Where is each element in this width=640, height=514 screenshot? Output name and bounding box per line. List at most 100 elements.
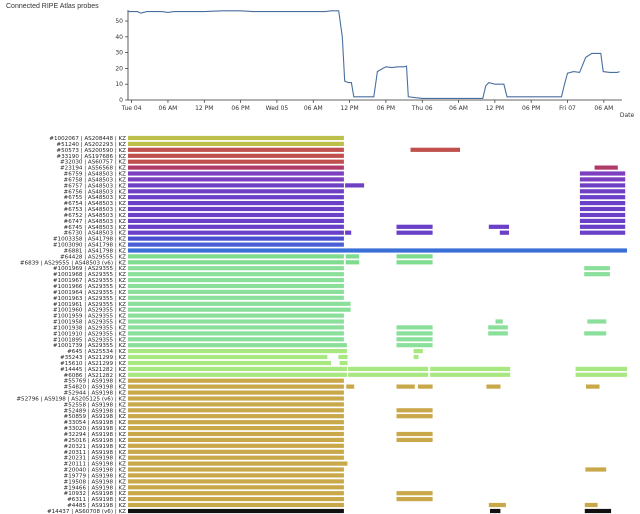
probe-bar-segment bbox=[128, 136, 344, 140]
probe-bar-segment bbox=[585, 503, 598, 507]
probe-bar-segment bbox=[397, 225, 433, 229]
probe-bar-segment bbox=[128, 462, 348, 466]
probe-bar-segment bbox=[418, 385, 433, 389]
probe-bar-segment bbox=[489, 503, 506, 507]
probe-bar-segment bbox=[397, 231, 433, 235]
probe-bar-segment bbox=[128, 166, 344, 170]
probe-bar-segment bbox=[128, 260, 344, 264]
probe-bar-segment bbox=[128, 278, 344, 282]
probe-bar-segment bbox=[128, 438, 344, 442]
probe-bar-segment bbox=[488, 331, 508, 335]
probe-bar-segment bbox=[128, 272, 344, 276]
probe-bar-segment bbox=[576, 367, 627, 371]
probe-bar-segment bbox=[128, 231, 344, 235]
probe-bar-segment bbox=[345, 231, 351, 235]
probe-bar-segment bbox=[496, 319, 503, 323]
probe-bar-segment bbox=[128, 420, 344, 424]
probe-bar-segment bbox=[595, 166, 618, 170]
probe-bar-segment bbox=[490, 509, 500, 513]
probe-bar-segment bbox=[128, 248, 627, 252]
probe-bar-segment bbox=[128, 290, 344, 294]
probe-bar-segment bbox=[397, 325, 433, 329]
probe-bar-segment bbox=[128, 308, 351, 312]
probe-bar-segment bbox=[128, 349, 347, 353]
probe-bar-segment bbox=[397, 343, 433, 347]
probe-bar-segment bbox=[128, 171, 344, 175]
probe-bar-segment bbox=[128, 225, 344, 229]
probe-bar-segment bbox=[340, 361, 348, 365]
probe-bar-segment bbox=[397, 385, 415, 389]
probe-bar-segment bbox=[128, 142, 344, 146]
probe-bar-segment bbox=[128, 391, 344, 395]
probe-bar-segment bbox=[128, 337, 344, 341]
probe-bar-segment bbox=[128, 325, 344, 329]
probe-bar-segment bbox=[128, 314, 344, 318]
probe-bar-segment bbox=[128, 473, 344, 477]
probe-bar-segment bbox=[338, 355, 347, 359]
probe-bar-segment bbox=[430, 367, 510, 371]
probe-bar-segment bbox=[580, 195, 625, 199]
probe-bar-segment bbox=[580, 177, 625, 181]
probe-bar-segment bbox=[128, 237, 344, 241]
probe-bar-segment bbox=[584, 266, 610, 270]
probe-bar-segment bbox=[128, 450, 344, 454]
probe-bar-segment bbox=[585, 509, 611, 513]
probe-bar-segment bbox=[128, 160, 344, 164]
probe-bar-segment bbox=[580, 207, 625, 211]
probe-bar-segment bbox=[397, 491, 433, 495]
probe-bar-segment bbox=[128, 491, 344, 495]
probe-bar-segment bbox=[128, 319, 344, 323]
probe-bar-segment bbox=[128, 154, 344, 158]
probe-bar-segment bbox=[128, 331, 344, 335]
probe-bar-segment bbox=[397, 414, 433, 418]
probe-bar-segment bbox=[580, 213, 625, 217]
probe-bar-segment bbox=[128, 219, 344, 223]
probe-bar-segment bbox=[128, 243, 344, 247]
probe-bar-segment bbox=[586, 385, 600, 389]
probe-bar-segment bbox=[128, 189, 344, 193]
probe-bar-segment bbox=[576, 373, 627, 377]
probe-bar-segment bbox=[397, 337, 433, 341]
probe-bar-segment bbox=[128, 148, 344, 152]
probe-bar-segment bbox=[345, 183, 364, 187]
probe-bar-segment bbox=[128, 402, 344, 406]
probe-bar-segment bbox=[128, 497, 344, 501]
probe-bar-segment bbox=[500, 231, 509, 235]
probe-bar-segment bbox=[128, 302, 351, 306]
probe-bar-segment bbox=[128, 408, 344, 412]
probe-bar-segment bbox=[128, 503, 344, 507]
probe-bar-segment bbox=[128, 444, 344, 448]
probe-bar-segment bbox=[584, 331, 606, 335]
probe-bar-segment bbox=[128, 479, 344, 483]
probe-bar-segment bbox=[128, 509, 344, 513]
probe-bar-segment bbox=[488, 325, 508, 329]
probe-bar-segment bbox=[587, 319, 606, 323]
probe-bar-segment bbox=[411, 148, 461, 152]
probe-bar-segment bbox=[128, 195, 344, 199]
probe-bar-segment bbox=[128, 201, 344, 205]
probe-bar-segment bbox=[128, 373, 347, 377]
probe-bar-segment bbox=[128, 254, 344, 258]
probe-bar-segment bbox=[346, 260, 360, 264]
probe-bar-segment bbox=[128, 183, 344, 187]
probe-bar-segment bbox=[397, 432, 433, 436]
probe-bar-segment bbox=[346, 254, 360, 258]
probe-bar-segment bbox=[128, 296, 344, 300]
probe-bar-segment bbox=[580, 189, 625, 193]
probe-bar-segment bbox=[397, 497, 433, 501]
probe-bar-segment bbox=[580, 219, 625, 223]
probe-bar-segment bbox=[580, 171, 625, 175]
probe-bar-segment bbox=[128, 485, 344, 489]
probe-bar-segment bbox=[348, 367, 428, 371]
probe-bar-segment bbox=[128, 213, 344, 217]
probe-bar-segment bbox=[584, 272, 610, 276]
probe-bar-segment bbox=[580, 201, 625, 205]
probe-bar-segment bbox=[397, 331, 433, 335]
probe-bar-segment bbox=[128, 266, 344, 270]
probe-bar-segment bbox=[414, 349, 423, 353]
probe-bar-segment bbox=[128, 456, 344, 460]
probe-labels: #1002067 | AS208448 | KZ#51240 | AS20229… bbox=[16, 136, 126, 514]
probe-bar-segment bbox=[397, 254, 433, 258]
probe-bar-segment bbox=[128, 367, 347, 371]
